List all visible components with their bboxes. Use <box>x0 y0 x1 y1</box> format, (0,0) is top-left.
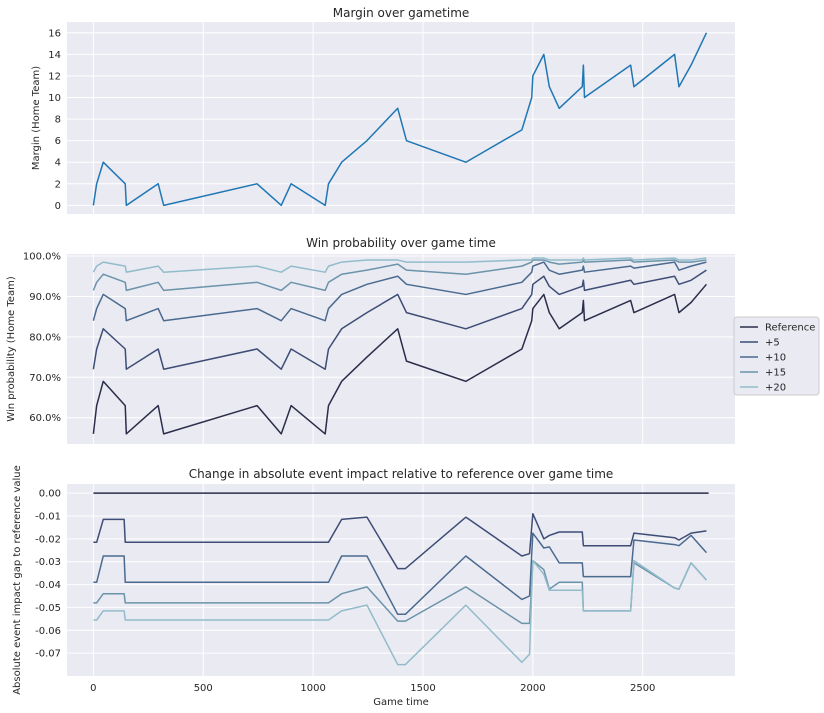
win-probability-title: Win probability over game time <box>306 236 496 250</box>
legend: Reference +5 +10 +15 +20 <box>733 316 820 396</box>
margin-title: Margin over gametime <box>333 6 470 20</box>
win-probability-line-plus-10 <box>92 261 707 322</box>
win-probability-line-reference <box>92 283 708 435</box>
legend-entry: +5 <box>765 338 780 349</box>
legend-entry: +20 <box>765 383 786 394</box>
legend-entry: +10 <box>765 353 786 364</box>
impact-gap-y-tick-label: -0.07 <box>35 649 61 660</box>
impact-gap-line-plus-20 <box>93 559 707 666</box>
impact-gap-x-axis-label: Game time <box>373 697 429 708</box>
impact-gap-x-tick-label: 2000 <box>520 683 545 694</box>
impact-gap-y-axis-label: Absolute event impact gap to reference v… <box>12 465 23 695</box>
margin-panel: 0 2 4 6 8 10 12 14 16 Margin over gametime Margin … <box>31 6 735 214</box>
impact-gap-x-tick-label: 2500 <box>630 683 655 694</box>
win-probability-y-tick-label: 100.0% <box>23 252 61 263</box>
impact-gap-plot-area <box>67 484 735 676</box>
legend-entry: Reference <box>765 323 815 334</box>
impact-gap-x-tick-label: 500 <box>194 683 213 694</box>
win-probability-line-plus-15 <box>92 259 707 292</box>
margin-y-tick-label: 16 <box>48 28 61 39</box>
impact-gap-x-tick-label: 1000 <box>300 683 325 694</box>
win-probability-line-plus-20 <box>92 257 707 273</box>
impact-gap-y-tick-label: -0.05 <box>35 603 61 614</box>
margin-y-tick-label: 4 <box>55 158 61 169</box>
win-probability-y-tick-label: 80.0% <box>29 332 61 343</box>
win-probability-y-tick-label: 60.0% <box>29 413 61 424</box>
legend-box <box>733 316 820 396</box>
win-probability-y-tick-label: 90.0% <box>29 292 61 303</box>
win-probability-line-plus-5 <box>92 269 707 370</box>
impact-gap-panel: 0.00 -0.01 -0.02 -0.03 -0.04 -0.05 -0.06 -0.07 0… <box>12 465 735 708</box>
win-probability-panel: 60.0% 70.0% 80.0% 90.0% 100.0% Win probabilit… <box>6 236 735 444</box>
impact-gap-y-tick-label: 0.00 <box>39 489 61 500</box>
margin-y-tick-label: 6 <box>55 136 61 147</box>
impact-gap-line-plus-5 <box>93 512 707 570</box>
margin-y-tick-label: 0 <box>55 201 61 212</box>
impact-gap-y-tick-label: -0.01 <box>35 512 61 523</box>
margin-y-tick-label: 10 <box>48 93 61 104</box>
margin-y-tick-label: 14 <box>48 50 61 61</box>
legend-entry: +15 <box>765 368 786 379</box>
margin-y-tick-label: 8 <box>55 115 61 126</box>
win-probability-plot-area <box>67 254 735 444</box>
win-probability-y-axis-label: Win probability (Home Team) <box>6 276 17 422</box>
margin-y-tick-label: 2 <box>55 179 61 190</box>
impact-gap-y-tick-label: -0.04 <box>35 580 61 591</box>
win-probability-y-tick-label: 70.0% <box>29 373 61 384</box>
impact-gap-y-tick-label: -0.06 <box>35 626 61 637</box>
impact-gap-y-tick-label: -0.03 <box>35 557 61 568</box>
margin-y-tick-label: 12 <box>48 71 61 82</box>
impact-gap-y-tick-label: -0.02 <box>35 534 61 545</box>
impact-gap-x-tick-label: 0 <box>90 683 96 694</box>
margin-y-axis-label: Margin (Home Team) <box>31 66 42 170</box>
impact-gap-line-plus-10 <box>93 532 707 616</box>
impact-gap-title: Change in absolute event impact relative… <box>189 467 614 481</box>
impact-gap-x-tick-label: 1500 <box>410 683 435 694</box>
margin-line-series <box>92 32 708 207</box>
